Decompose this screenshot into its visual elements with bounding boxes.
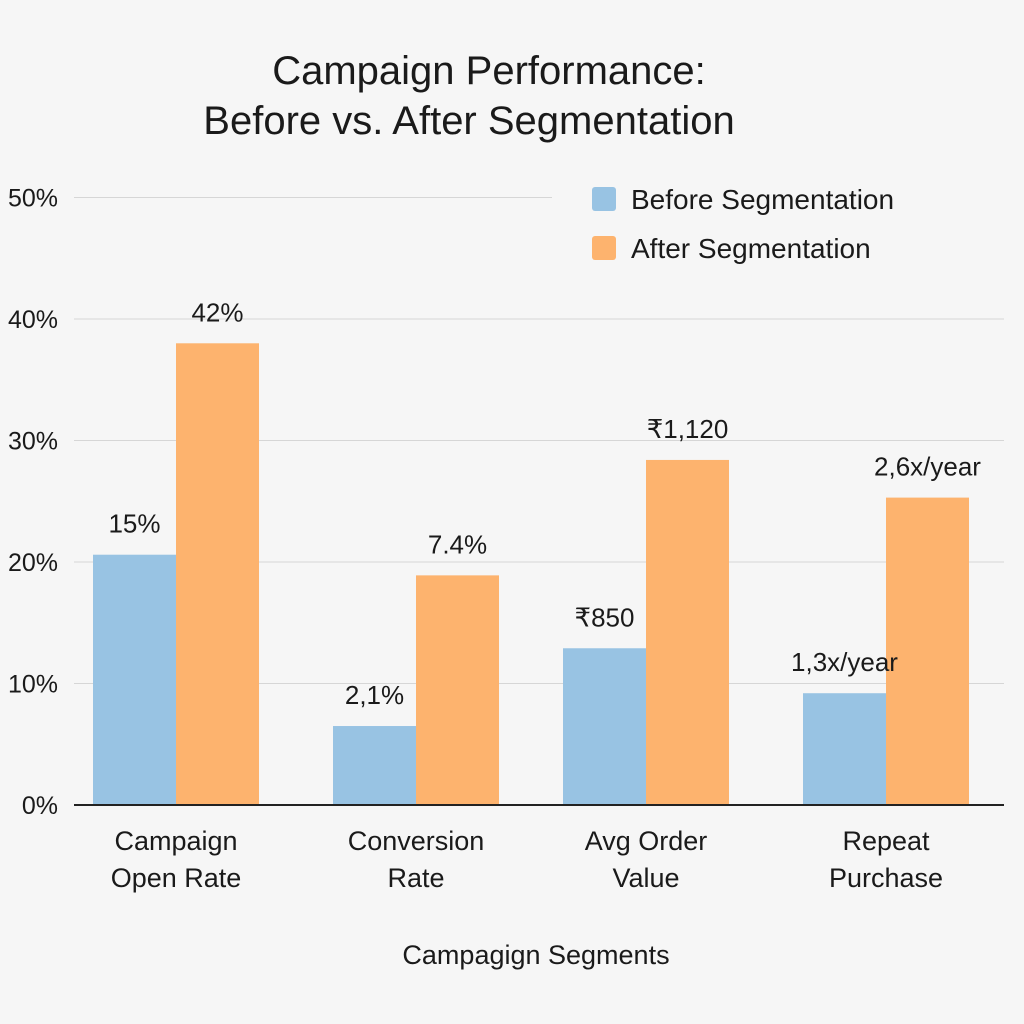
data-label: 7.4%	[428, 529, 487, 559]
data-label: 1,3x/year	[791, 647, 898, 677]
data-label: 15%	[108, 509, 160, 539]
chart-title-line-2: Before vs. After Segmentation	[203, 99, 734, 143]
y-tick-label: 20%	[8, 549, 58, 577]
legend-swatch	[592, 187, 616, 211]
bar-after	[646, 459, 729, 805]
bar-before	[803, 693, 886, 805]
bar-after	[416, 575, 499, 805]
category-label: Value	[612, 863, 679, 893]
y-tick-label: 50%	[8, 185, 58, 213]
y-tick-label: 30%	[8, 428, 58, 456]
category-label: Open Rate	[111, 863, 242, 893]
bar-before	[333, 726, 416, 805]
y-axis-ticks: 0% 10% 20% 30% 40% 50%	[8, 185, 58, 821]
data-label: 2,1%	[345, 680, 404, 710]
bars	[93, 343, 969, 805]
bar-before	[563, 648, 646, 805]
category-label: Avg Order	[585, 826, 708, 856]
y-tick-label: 0%	[22, 792, 58, 820]
legend-label: After Segmentation	[631, 233, 871, 264]
category-label: Campaign	[114, 826, 237, 856]
y-tick-label: 40%	[8, 306, 58, 334]
bar-after	[176, 343, 259, 805]
legend-label: Before Segmentation	[631, 184, 894, 215]
x-axis-categories: Campaign Open Rate Conversion Rate Avg Order…	[111, 826, 943, 893]
category-label: Rate	[387, 863, 444, 893]
y-tick-label: 10%	[8, 671, 58, 699]
data-label: 2,6x/year	[874, 452, 981, 482]
data-label: ₹850	[575, 602, 635, 632]
data-label: ₹1,120	[647, 414, 729, 444]
chart-title-line-1: Campaign Performance:	[272, 49, 706, 93]
bar-before	[93, 554, 176, 805]
category-label: Conversion	[348, 826, 485, 856]
x-axis-label: Campagign Segments	[402, 940, 669, 970]
data-label: 42%	[191, 297, 243, 327]
legend-swatch	[592, 236, 616, 260]
category-label: Repeat	[842, 826, 930, 856]
bar-after	[886, 497, 969, 805]
category-label: Purchase	[829, 863, 943, 893]
legend: Before Segmentation After Segmentation	[592, 184, 894, 264]
value-labels: 15% 42% 2,1% 7.4% ₹850 ₹1,120 1,3x/year 2,6x/ye…	[108, 297, 981, 710]
